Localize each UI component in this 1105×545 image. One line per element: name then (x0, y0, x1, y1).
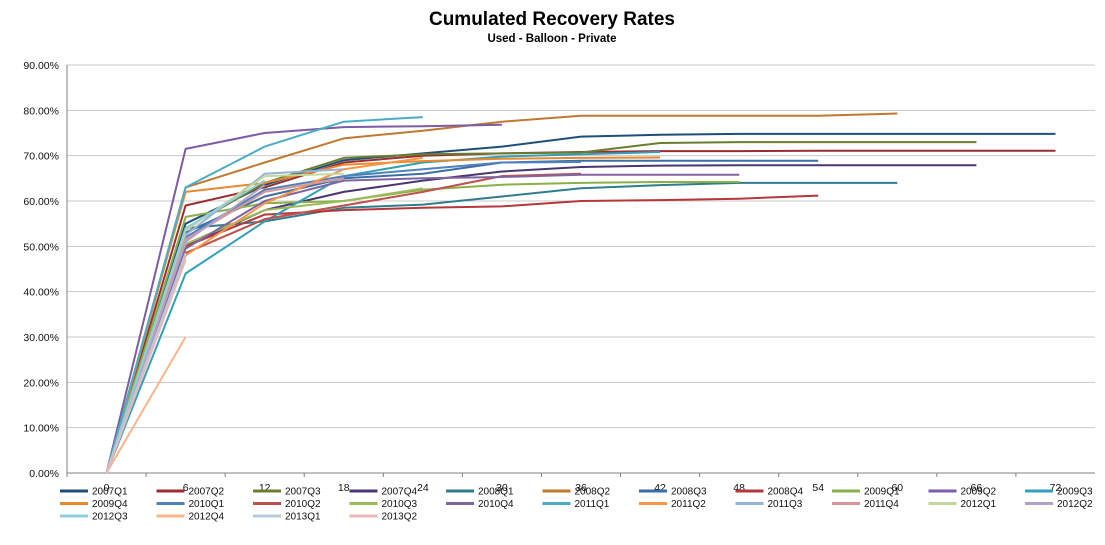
legend-label-2012Q1: 2012Q1 (961, 499, 997, 510)
y-tick-label: 80.00% (23, 105, 59, 117)
y-tick-label: 70.00% (23, 151, 59, 163)
x-tick-label: 24 (417, 482, 429, 494)
x-tick-label: 36 (575, 482, 587, 494)
legend-label-2009Q2: 2009Q2 (961, 487, 997, 498)
legend-label-2013Q2: 2013Q2 (382, 512, 418, 523)
legend-label-2011Q2: 2011Q2 (671, 499, 706, 510)
series-line-2007Q3 (105, 141, 977, 474)
series-line-2013Q2 (105, 259, 187, 474)
y-tick-label: 0.00% (29, 468, 59, 480)
gridlines (67, 64, 1095, 474)
legend-label-2012Q4: 2012Q4 (189, 512, 225, 523)
axes: 0.00% 10.00% 20.00% 30.00% 40.00% 50.00% 60.00… (23, 60, 1061, 494)
legend-label-2009Q1: 2009Q1 (864, 487, 900, 498)
legend-label-2010Q1: 2010Q1 (189, 499, 225, 510)
legend-label-2008Q1: 2008Q1 (478, 487, 514, 498)
x-tick-label: 48 (733, 482, 745, 494)
y-tick-label: 90.00% (23, 60, 59, 72)
series-line-2008Q1 (105, 181, 898, 474)
x-tick-label: 30 (496, 482, 508, 494)
x-tick-label: 66 (971, 482, 983, 494)
series-line-2012Q3 (105, 179, 266, 474)
legend-label-2011Q3: 2011Q3 (768, 499, 803, 510)
legend-label-2010Q2: 2010Q2 (285, 499, 321, 510)
x-tick-label: 0 (104, 482, 110, 494)
y-tick-label: 20.00% (23, 377, 59, 389)
series-line-2012Q4 (105, 336, 187, 474)
series-line-2008Q2 (105, 112, 898, 474)
legend-label-2011Q1: 2011Q1 (575, 499, 610, 510)
legend-label-2012Q3: 2012Q3 (92, 512, 128, 523)
series-line-2009Q3 (105, 151, 661, 474)
x-tick-label: 42 (654, 482, 666, 494)
x-tick-label: 54 (812, 482, 824, 494)
chart-title: Cumulated Recovery Rates (429, 9, 675, 30)
series-line-2007Q4 (105, 164, 977, 474)
legend-label-2013Q1: 2013Q1 (285, 512, 321, 523)
y-tick-label: 40.00% (23, 287, 59, 299)
series-line-2011Q1 (105, 116, 423, 474)
series-line-2012Q2 (105, 184, 266, 474)
legend-label-2010Q4: 2010Q4 (478, 499, 514, 510)
x-tick-label: 18 (338, 482, 350, 494)
legend-label-2008Q4: 2008Q4 (768, 487, 804, 498)
x-tick-label: 60 (891, 482, 903, 494)
y-tick-label: 10.00% (23, 423, 59, 435)
y-tick-label: 60.00% (23, 196, 59, 208)
y-tick-label: 30.00% (23, 332, 59, 344)
series-line-2010Q4 (105, 173, 740, 474)
chart-subtitle: Used - Balloon - Private (487, 33, 616, 45)
legend-label-2009Q3: 2009Q3 (1057, 487, 1093, 498)
series-lines (105, 112, 1056, 474)
legend-label-2012Q2: 2012Q2 (1057, 499, 1093, 510)
legend-label-2007Q2: 2007Q2 (189, 487, 225, 498)
y-tick-label: 50.00% (23, 241, 59, 253)
legend-label-2007Q3: 2007Q3 (285, 487, 321, 498)
series-line-2009Q2 (105, 123, 502, 474)
x-tick-label: 6 (183, 482, 189, 494)
legend-label-2008Q2: 2008Q2 (575, 487, 611, 498)
x-tick-label: 72 (1050, 482, 1062, 494)
legend-label-2007Q1: 2007Q1 (92, 487, 128, 498)
legend-label-2007Q4: 2007Q4 (382, 487, 418, 498)
legend-label-2008Q3: 2008Q3 (671, 487, 707, 498)
legend-label-2009Q4: 2009Q4 (92, 499, 128, 510)
legend-label-2011Q4: 2011Q4 (864, 499, 899, 510)
legend: 2007Q1 2007Q2 2007Q3 2007Q4 2008Q1 2008Q2 2008… (60, 487, 1093, 523)
x-tick-label: 12 (259, 482, 271, 494)
legend-label-2010Q3: 2010Q3 (382, 499, 418, 510)
